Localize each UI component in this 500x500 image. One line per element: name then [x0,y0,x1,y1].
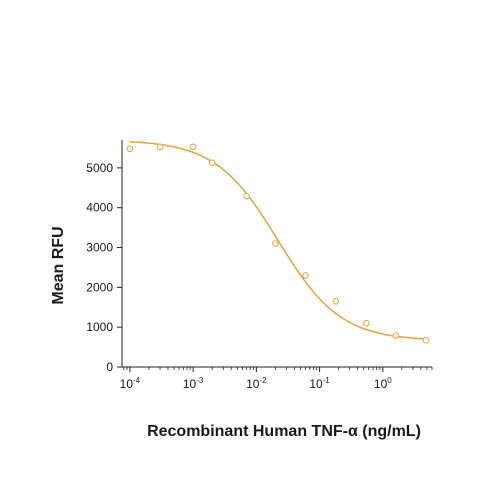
x-ticks: 10-4 10-3 10-2 10-1 100 [120,367,433,391]
y-tick-label: 3000 [86,241,113,255]
data-point [208,159,216,166]
data-point [332,297,340,305]
y-axis-title: Mean RFU [50,226,67,304]
y-tick-label: 2000 [86,280,113,294]
y-tick-label: 4000 [86,201,113,215]
x-tick-label: 100 [374,376,392,391]
fit-curve [129,140,426,340]
data-point [243,192,250,200]
data-point [156,143,164,151]
y-tick-label: 5000 [86,161,113,175]
data-point [126,145,134,153]
data-point [422,337,430,344]
y-tick-label: 1000 [86,320,113,334]
data-point [392,332,400,339]
x-tick-label: 10-2 [246,376,267,391]
x-tick-label: 10-3 [183,376,204,391]
data-point [302,272,309,279]
data-point [272,240,279,247]
data-point [363,319,370,327]
data-point [189,143,197,151]
x-axis-title: Recombinant Human TNF-α (ng/mL) [147,423,421,440]
x-tick-label: 10-4 [120,376,141,391]
y-tick-label: 0 [106,360,113,374]
y-ticks: 0 1000 2000 3000 4000 5000 [86,161,122,374]
x-tick-label: 10-1 [309,376,330,391]
data-points [126,143,430,344]
